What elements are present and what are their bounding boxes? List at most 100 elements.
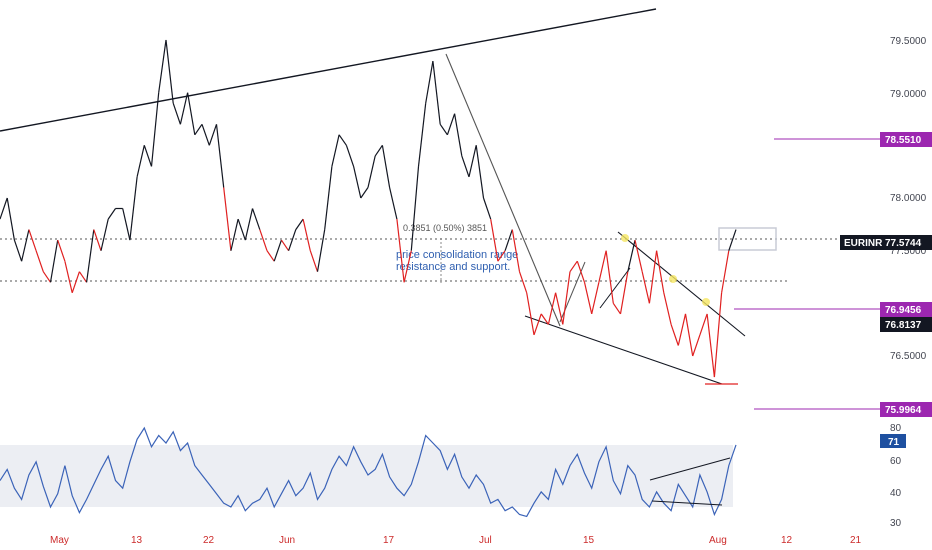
price-segment	[692, 334, 701, 357]
price-segment	[302, 218, 311, 251]
price-segment	[511, 229, 521, 272]
rsi-lower-trendline	[651, 500, 723, 506]
price-segment	[381, 145, 391, 188]
price-segment	[540, 313, 549, 325]
price-segment	[288, 229, 297, 251]
price-segment	[432, 61, 441, 125]
price-segment	[706, 313, 715, 378]
price-segment	[86, 229, 95, 283]
rsi-y-tick-label: 40	[890, 488, 902, 499]
pivot-dot	[621, 234, 629, 242]
price-segment	[194, 123, 203, 136]
rsi-upper-trendline	[649, 457, 731, 481]
pivot-dot	[702, 298, 710, 306]
y-tick-label: 79.0000	[890, 89, 927, 100]
annotation-line-2: resistance and support.	[396, 261, 510, 273]
measure-label: 0.3851 (0.50%) 3851	[403, 223, 487, 233]
price-segment	[403, 250, 412, 283]
price-segment	[0, 197, 8, 220]
price-segment	[208, 124, 218, 146]
badge-76-9456	[880, 302, 932, 317]
badge-76-9456-label: 76.9456	[885, 305, 922, 316]
badge-75-9964-label: 75.9964	[885, 405, 922, 416]
price-segment	[482, 197, 492, 220]
price-segment	[612, 302, 621, 315]
x-tick-label: Jun	[279, 535, 295, 546]
price-segment	[475, 145, 485, 199]
price-segment	[555, 292, 564, 325]
price-segment	[122, 208, 131, 241]
price-segment	[641, 271, 650, 304]
annotation-line-1: price consolidation range	[396, 249, 518, 261]
price-segment	[324, 166, 333, 230]
x-tick-label: May	[50, 535, 69, 546]
x-tick-label: 21	[850, 535, 862, 546]
price-segment	[367, 155, 376, 188]
badge-78-5510	[880, 132, 932, 147]
price-segment	[57, 239, 66, 262]
y-tick-label: 76.5000	[890, 351, 927, 362]
price-segment	[396, 219, 405, 283]
price-segment	[439, 123, 448, 136]
price-segment	[331, 134, 340, 167]
rsi-current-badge-label: 71	[888, 437, 900, 448]
x-tick-label: 12	[781, 535, 793, 546]
price-segment	[280, 239, 290, 252]
wedge-upper-line[interactable]	[617, 231, 746, 337]
price-segment	[461, 155, 470, 178]
price-segment	[309, 250, 319, 272]
price-segment	[93, 229, 102, 251]
price-series	[0, 39, 737, 378]
badge-current-price	[882, 235, 932, 250]
wedge-leg-2[interactable]	[599, 267, 631, 309]
price-segment	[583, 282, 593, 315]
price-segment	[677, 313, 687, 346]
wedge-lower-line[interactable]	[524, 315, 723, 385]
price-segment	[201, 124, 210, 146]
price-segment	[547, 292, 557, 325]
rsi-current-badge	[880, 434, 906, 448]
price-segment	[454, 113, 463, 157]
price-segment	[28, 229, 37, 251]
price-segment	[158, 39, 167, 93]
price-segment	[353, 166, 362, 199]
price-segment	[598, 250, 607, 283]
price-segment	[21, 229, 30, 262]
price-segment	[35, 250, 44, 272]
upper-trendline[interactable]	[0, 8, 657, 132]
rsi-y-tick-label: 30	[890, 518, 902, 529]
rsi-series	[0, 426, 737, 518]
rsi-line	[0, 426, 737, 518]
x-tick-label: 22	[203, 535, 215, 546]
price-segment	[143, 145, 153, 167]
price-segment	[490, 218, 499, 262]
price-segment	[64, 261, 73, 293]
price-segment	[179, 92, 189, 125]
badge-78-5510-label: 78.5510	[885, 135, 922, 146]
price-segment	[165, 39, 174, 104]
price-segment	[446, 113, 456, 135]
target-box[interactable]	[718, 227, 777, 251]
price-segment	[684, 313, 694, 357]
badge-symbol	[840, 235, 882, 250]
rsi-band	[0, 445, 733, 507]
price-segment	[360, 187, 369, 199]
price-segment	[591, 282, 600, 315]
price-segment	[728, 229, 737, 251]
price-segment	[215, 124, 225, 188]
price-segment	[663, 292, 672, 325]
price-segment	[425, 60, 434, 104]
price-segment	[468, 145, 477, 178]
badge-current-price-label: 77.5744	[885, 238, 922, 249]
badge-76-8137	[880, 317, 932, 332]
falling-trendline[interactable]	[445, 53, 561, 327]
price-segment	[100, 218, 109, 251]
badge-75-9964	[880, 402, 932, 417]
price-segment	[244, 208, 254, 241]
price-segment	[71, 271, 80, 293]
price-segment	[107, 208, 116, 220]
x-tick-label: Aug	[709, 535, 727, 546]
price-segment	[42, 271, 51, 283]
price-segment	[569, 260, 578, 273]
